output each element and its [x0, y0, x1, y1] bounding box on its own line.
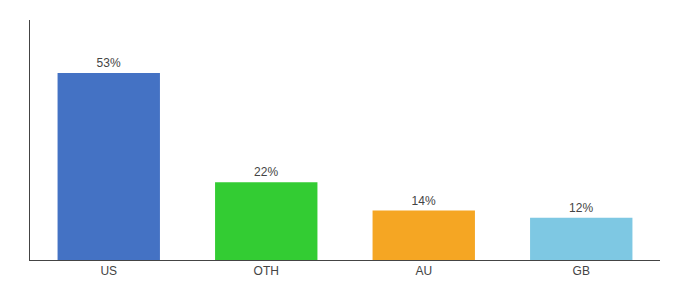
svg-text:14%: 14%	[412, 194, 436, 208]
svg-text:53%: 53%	[97, 56, 121, 70]
svg-text:US: US	[100, 264, 117, 278]
svg-text:OTH: OTH	[254, 264, 279, 278]
svg-text:GB: GB	[573, 264, 590, 278]
svg-text:AU: AU	[415, 264, 432, 278]
svg-text:22%: 22%	[254, 165, 278, 179]
svg-text:12%: 12%	[569, 201, 593, 215]
